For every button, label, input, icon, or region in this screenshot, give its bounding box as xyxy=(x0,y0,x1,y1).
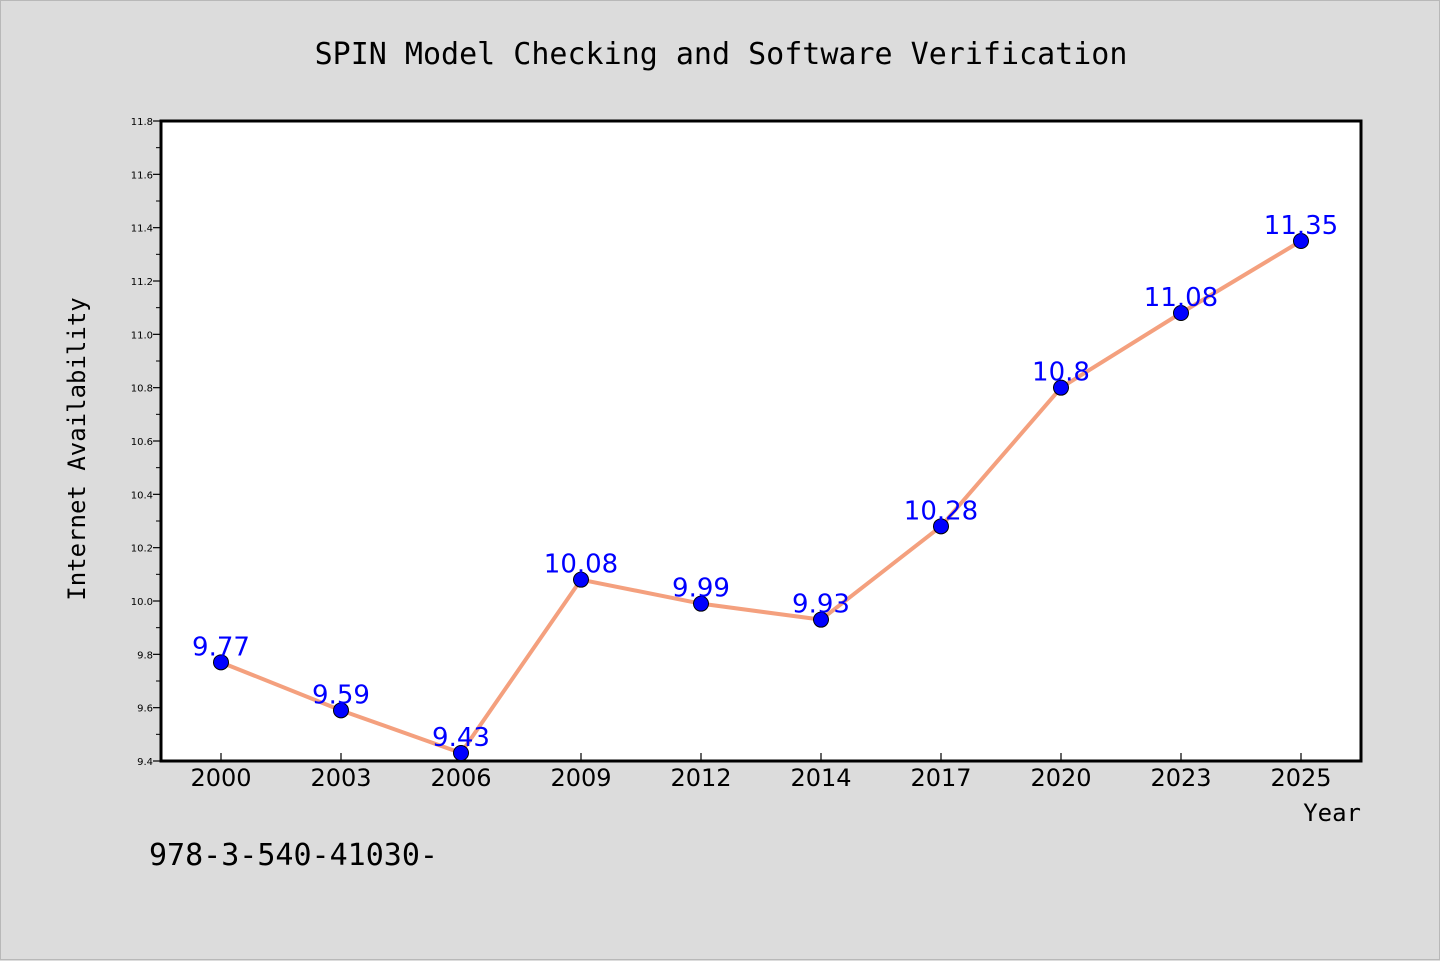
data-label: 9.43 xyxy=(432,723,490,753)
x-tick-label: 2014 xyxy=(790,764,851,792)
y-tick-label: 9.8 xyxy=(137,650,153,661)
x-tick-label: 2000 xyxy=(190,764,251,792)
y-axis-label: Internet Availability xyxy=(63,297,91,600)
data-label: 9.77 xyxy=(192,632,250,662)
y-tick-label: 9.6 xyxy=(137,704,153,715)
data-label: 9.99 xyxy=(672,574,730,604)
x-axis: 2000 2003 2006 2009 2012 2014 2017 2020 2023 2025 xyxy=(190,753,1332,792)
data-point xyxy=(573,571,589,588)
data-point xyxy=(1293,233,1309,249)
x-tick-label: 2025 xyxy=(1270,764,1331,792)
y-tick-label: 10.8 xyxy=(131,384,153,395)
data-label: 10.28 xyxy=(904,496,978,526)
data-point xyxy=(933,518,949,535)
y-tick-label: 10.0 xyxy=(131,597,153,608)
data-label: 11.35 xyxy=(1264,211,1338,241)
y-axis: 9.4 9.6 9.8 10.0 10.2 10.4 10.6 10.8 11.0 11.2 11.… xyxy=(131,117,161,768)
y-tick-label: 10.6 xyxy=(131,437,153,448)
data-label: 11.08 xyxy=(1144,283,1218,313)
data-label: 10.8 xyxy=(1032,358,1090,388)
data-point xyxy=(333,702,349,719)
y-tick-label: 11.4 xyxy=(131,224,153,235)
data-point xyxy=(453,745,469,761)
series-layer: 9.77 9.59 9.43 10.08 9.99 9.93 10.28 10.8 11.08 1… xyxy=(192,211,1338,761)
data-label: 9.59 xyxy=(312,680,370,710)
chart-title: SPIN Model Checking and Software Verific… xyxy=(315,37,1128,72)
x-tick-label: 2023 xyxy=(1150,764,1211,792)
x-tick-label: 2003 xyxy=(310,764,371,792)
y-tick-label: 11.6 xyxy=(131,170,153,181)
y-tick-label: 10.4 xyxy=(131,490,153,501)
plot-area xyxy=(159,119,1363,763)
footnote-text: 978-3-540-41030- xyxy=(149,838,438,873)
y-tick-label: 10.2 xyxy=(131,544,153,555)
data-point xyxy=(813,611,829,628)
data-point xyxy=(1053,379,1069,396)
x-tick-label: 2006 xyxy=(430,764,491,792)
x-tick-label: 2020 xyxy=(1030,764,1091,792)
series-line xyxy=(219,239,1303,755)
data-label: 10.08 xyxy=(544,550,618,580)
data-point xyxy=(1173,305,1189,321)
y-tick-label: 11.2 xyxy=(131,277,153,288)
y-tick-label: 11.8 xyxy=(131,117,153,128)
data-point xyxy=(213,654,229,671)
x-tick-label: 2009 xyxy=(550,764,611,792)
data-label: 9.93 xyxy=(792,590,850,620)
x-tick-label: 2012 xyxy=(670,764,731,792)
y-tick-label: 11.0 xyxy=(131,330,153,341)
x-axis-label: Year xyxy=(1303,799,1361,827)
x-tick-label: 2017 xyxy=(910,764,971,792)
data-point xyxy=(693,595,709,612)
y-tick-label: 9.4 xyxy=(137,757,153,768)
